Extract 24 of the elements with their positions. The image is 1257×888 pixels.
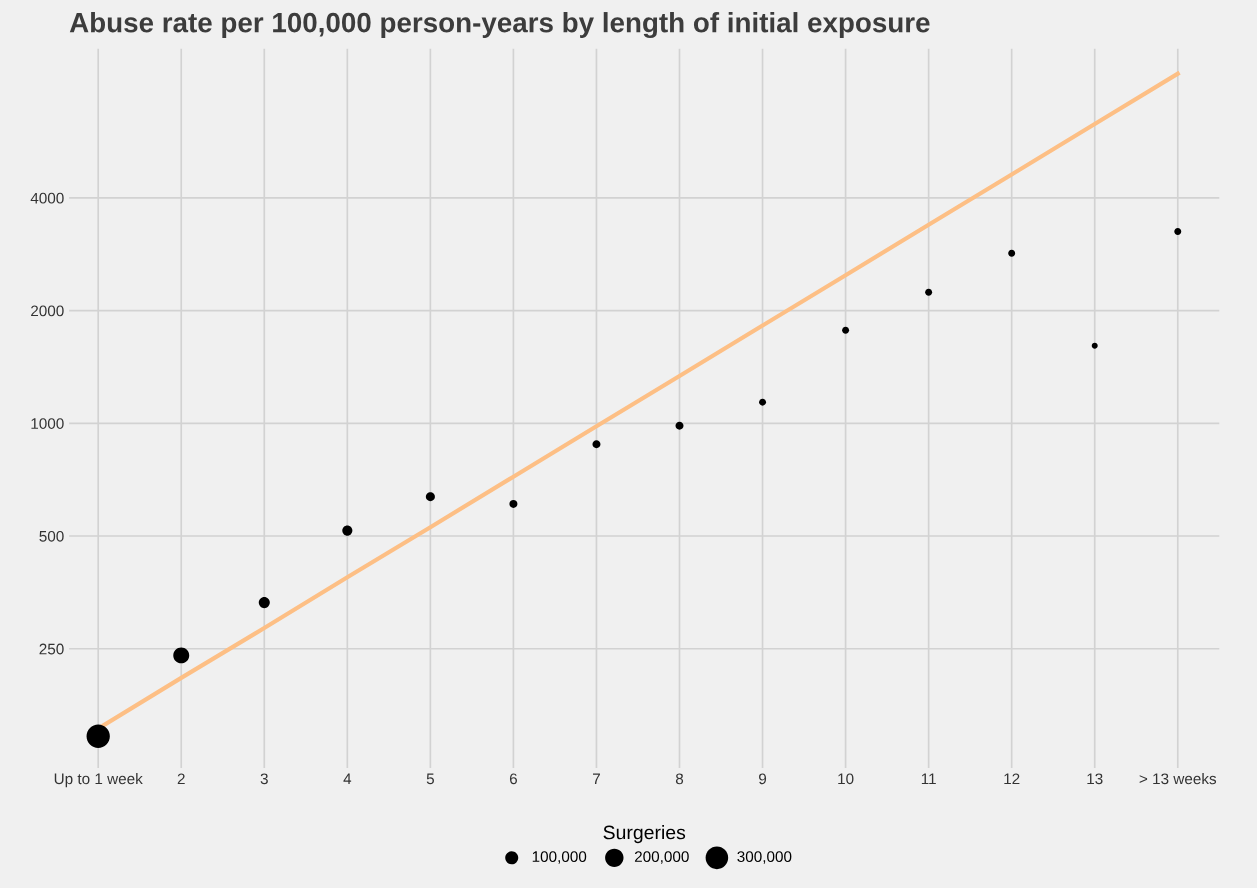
y-tick-label: 250 (39, 643, 64, 655)
x-tick-label: 4 (343, 773, 352, 785)
x-tick-label: 10 (838, 773, 854, 785)
legend-label: 100,000 (532, 851, 587, 864)
x-tick-label: 6 (509, 773, 517, 785)
x-tick-label: Up to 1 week (54, 772, 143, 788)
x-tick-label: 13 (1087, 773, 1103, 785)
chart-title: Abuse rate per 100,000 person-years by length of initial exposure (69, 12, 930, 39)
y-tick-label: 500 (39, 530, 64, 542)
legend-label: 200,000 (634, 851, 689, 864)
x-tick-label: 2 (177, 773, 185, 785)
x-tick-label: 5 (426, 773, 434, 785)
x-tick-label: 12 (1004, 773, 1020, 785)
x-tick-label: 11 (921, 773, 936, 785)
legend-label: 300,000 (737, 851, 792, 864)
x-tick-label: 3 (260, 773, 268, 785)
x-tick-label: 9 (759, 773, 767, 785)
legend-title: Surgeries (603, 825, 686, 844)
y-tick-label: 1000 (31, 418, 64, 429)
y-tick-label: 4000 (30, 192, 64, 204)
x-tick-label: 8 (675, 773, 684, 785)
x-tick-label: > 13 weeks (1139, 772, 1217, 785)
x-tick-label: 7 (593, 773, 600, 785)
y-tick-label: 2000 (31, 305, 64, 317)
